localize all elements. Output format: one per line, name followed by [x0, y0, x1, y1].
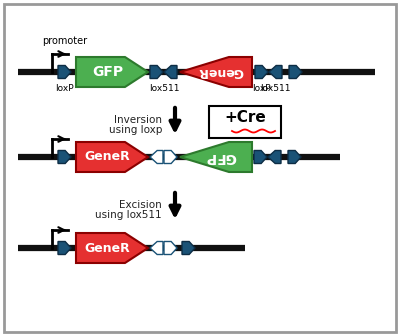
- Text: lox511: lox511: [260, 84, 290, 93]
- FancyBboxPatch shape: [209, 106, 281, 138]
- Polygon shape: [289, 66, 302, 79]
- Text: lox511: lox511: [149, 84, 179, 93]
- Text: Excision: Excision: [119, 200, 162, 210]
- Polygon shape: [76, 142, 148, 172]
- Polygon shape: [164, 66, 177, 79]
- Text: GFP: GFP: [205, 150, 236, 164]
- Text: GeneR: GeneR: [85, 242, 130, 254]
- Polygon shape: [268, 151, 281, 164]
- Polygon shape: [288, 151, 301, 164]
- Text: +Cre: +Cre: [224, 111, 266, 126]
- Polygon shape: [180, 142, 252, 172]
- Text: Inversion: Inversion: [114, 115, 162, 125]
- Polygon shape: [150, 151, 163, 164]
- Polygon shape: [182, 242, 195, 254]
- Polygon shape: [58, 151, 71, 164]
- Polygon shape: [58, 66, 71, 79]
- Text: GFP: GFP: [92, 65, 123, 79]
- Polygon shape: [164, 151, 177, 164]
- Polygon shape: [150, 242, 163, 254]
- Polygon shape: [269, 66, 282, 79]
- Text: using loxp: using loxp: [109, 125, 162, 135]
- Polygon shape: [255, 66, 268, 79]
- Polygon shape: [58, 242, 71, 254]
- Text: GeneR: GeneR: [198, 66, 243, 79]
- Text: loxP: loxP: [55, 84, 73, 93]
- Polygon shape: [180, 57, 252, 87]
- Text: loxP: loxP: [252, 84, 270, 93]
- Text: using lox511: using lox511: [95, 210, 162, 220]
- Polygon shape: [76, 233, 148, 263]
- Text: GeneR: GeneR: [85, 151, 130, 164]
- Text: promoter: promoter: [42, 36, 87, 46]
- Polygon shape: [164, 242, 177, 254]
- Polygon shape: [254, 151, 267, 164]
- Polygon shape: [76, 57, 148, 87]
- Polygon shape: [150, 66, 163, 79]
- FancyBboxPatch shape: [4, 4, 396, 332]
